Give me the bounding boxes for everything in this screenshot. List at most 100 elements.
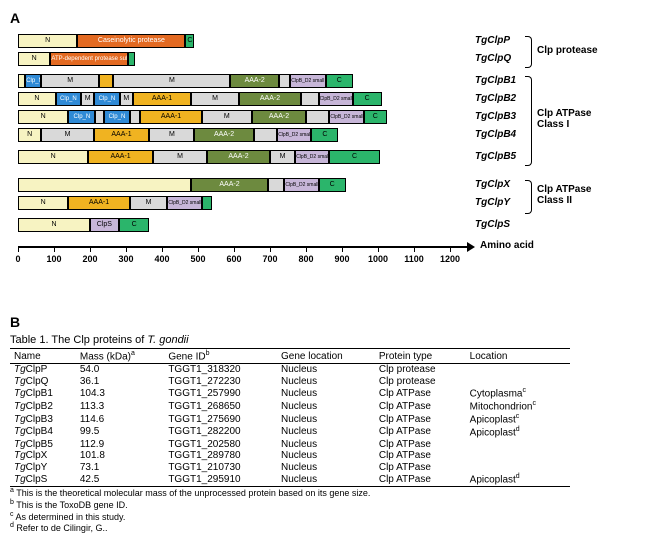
domain-AAA1: AAA-1 bbox=[133, 92, 191, 106]
table-cell: Nucleus bbox=[277, 400, 375, 413]
axis-tick bbox=[126, 246, 127, 252]
table-cell: TGGT1_210730 bbox=[164, 462, 277, 474]
table-cell: TGGT1_289780 bbox=[164, 450, 277, 462]
axis-tick-label: 1000 bbox=[368, 254, 388, 264]
table-col-header: Mass (kDa)a bbox=[76, 349, 164, 364]
domain-C: C bbox=[185, 34, 194, 48]
axis-tick bbox=[414, 246, 415, 252]
table-col-header: Location bbox=[466, 349, 570, 364]
table-cell: Nucleus bbox=[277, 450, 375, 462]
domain-M: M bbox=[41, 128, 93, 142]
axis-tick bbox=[378, 246, 379, 252]
table-cell: 42.5 bbox=[76, 473, 164, 486]
axis-line bbox=[18, 246, 468, 248]
domain-clp_n: Clp_N bbox=[68, 110, 95, 124]
table-cell: Nucleus bbox=[277, 376, 375, 388]
domain-C bbox=[202, 196, 213, 210]
group-label: Clp ATPaseClass I bbox=[537, 108, 591, 130]
domain-N: N bbox=[18, 128, 41, 142]
footnote: c As determined in this study. bbox=[10, 511, 640, 523]
domain-ClpB_D2: ClpB_D2 small bbox=[319, 92, 353, 106]
axis-tick bbox=[18, 246, 19, 252]
footnote: d Refer to de Cilingir, G.. bbox=[10, 522, 640, 534]
domain-M bbox=[306, 110, 329, 124]
domain-M: M bbox=[120, 92, 134, 106]
domain-clp_n: Clp_N bbox=[104, 110, 129, 124]
table-cell: Nucleus bbox=[277, 473, 375, 486]
domain-ClpB_D2: ClpB_D2 small bbox=[295, 150, 329, 164]
table-cell: Apicoplastd bbox=[466, 473, 570, 486]
domain-N: N bbox=[18, 218, 90, 232]
domain-M bbox=[254, 128, 277, 142]
domain-M: M bbox=[270, 150, 295, 164]
table-cell: TGGT1_257990 bbox=[164, 387, 277, 400]
domain-AAA2: AAA-2 bbox=[230, 74, 279, 88]
table-cell: Nucleus bbox=[277, 364, 375, 376]
table-cell: Apicoplastc bbox=[466, 413, 570, 426]
table-row: TgClpB499.5TGGT1_282200NucleusClp ATPase… bbox=[10, 426, 570, 439]
table-cell: Nucleus bbox=[277, 426, 375, 439]
table-title: Table 1. The Clp proteins of T. gondii bbox=[10, 334, 640, 346]
domain-M: M bbox=[202, 110, 252, 124]
table-row: TgClpX101.8TGGT1_289780NucleusClp ATPase bbox=[10, 450, 570, 462]
table-cell: 113.3 bbox=[76, 400, 164, 413]
domain-ClpB_D2: ClpB_D2 small bbox=[329, 110, 363, 124]
protein-label: TgClpB1 bbox=[475, 75, 516, 86]
panel-b-label: B bbox=[10, 314, 640, 330]
domain-C bbox=[128, 52, 135, 66]
domain-N: N bbox=[18, 52, 50, 66]
table-row: TgClpB3114.6TGGT1_275690NucleusClp ATPas… bbox=[10, 413, 570, 426]
domain-AAA2: AAA-2 bbox=[207, 150, 270, 164]
domain-C: C bbox=[353, 92, 382, 106]
axis-title: Amino acid bbox=[480, 240, 534, 251]
table-cell: 104.3 bbox=[76, 387, 164, 400]
group-brace bbox=[525, 180, 532, 214]
domain-AAA2: AAA-2 bbox=[194, 128, 253, 142]
table-cell: Clp ATPase bbox=[375, 473, 466, 486]
table-row: TgClpS42.5TGGT1_295910NucleusClp ATPaseA… bbox=[10, 473, 570, 486]
table-cell: 54.0 bbox=[76, 364, 164, 376]
domain-M bbox=[268, 178, 284, 192]
table-cell: TGGT1_268650 bbox=[164, 400, 277, 413]
footnote: a This is the theoretical molecular mass… bbox=[10, 487, 640, 499]
domain-N: N bbox=[18, 92, 56, 106]
table-cell: Apicoplastd bbox=[466, 426, 570, 439]
domain-ClpB_D2: ClpB_D2 small bbox=[290, 74, 326, 88]
domain-M: M bbox=[149, 128, 194, 142]
table-cell: 73.1 bbox=[76, 462, 164, 474]
domain-AAA1: AAA-1 bbox=[68, 196, 129, 210]
domain-M: M bbox=[41, 74, 99, 88]
table-title-species: T. gondii bbox=[147, 334, 188, 346]
footnote: b This is the ToxoDB gene ID. bbox=[10, 499, 640, 511]
table-cell: TGGT1_282200 bbox=[164, 426, 277, 439]
domain-AAA1: AAA-1 bbox=[88, 150, 153, 164]
protein-label: TgClpP bbox=[475, 35, 510, 46]
group-brace bbox=[525, 36, 532, 68]
axis-tick-label: 300 bbox=[118, 254, 133, 264]
axis-tick-label: 900 bbox=[334, 254, 349, 264]
domain-AAA2: AAA-2 bbox=[191, 178, 268, 192]
axis-tick bbox=[198, 246, 199, 252]
axis-tick-label: 400 bbox=[154, 254, 169, 264]
table-cell: Clp ATPase bbox=[375, 462, 466, 474]
domain-N bbox=[18, 74, 25, 88]
axis-tick bbox=[54, 246, 55, 252]
table-cell: Clp ATPase bbox=[375, 400, 466, 413]
table-row: TgClpB1104.3TGGT1_257990NucleusClp ATPas… bbox=[10, 387, 570, 400]
axis-arrow bbox=[467, 242, 475, 252]
domain-diagram: NCaseinolytic proteaseCTgClpPNATP-depend… bbox=[10, 30, 630, 300]
panel-a-label: A bbox=[10, 10, 640, 26]
table-cell: TgClpX bbox=[10, 450, 76, 462]
table-header-row: NameMass (kDa)aGene IDbGene locationProt… bbox=[10, 349, 570, 364]
protein-label: TgClpS bbox=[475, 219, 510, 230]
clp-table: NameMass (kDa)aGene IDbGene locationProt… bbox=[10, 348, 570, 487]
axis-tick bbox=[270, 246, 271, 252]
group-label: Clp ATPaseClass II bbox=[537, 184, 591, 206]
table-cell: TGGT1_202580 bbox=[164, 439, 277, 451]
table-cell: Clp ATPase bbox=[375, 450, 466, 462]
table-cell: TgClpB4 bbox=[10, 426, 76, 439]
table-cell: TGGT1_295910 bbox=[164, 473, 277, 486]
domain-M bbox=[279, 74, 290, 88]
table-cell: TgClpY bbox=[10, 462, 76, 474]
table-cell: Nucleus bbox=[277, 439, 375, 451]
